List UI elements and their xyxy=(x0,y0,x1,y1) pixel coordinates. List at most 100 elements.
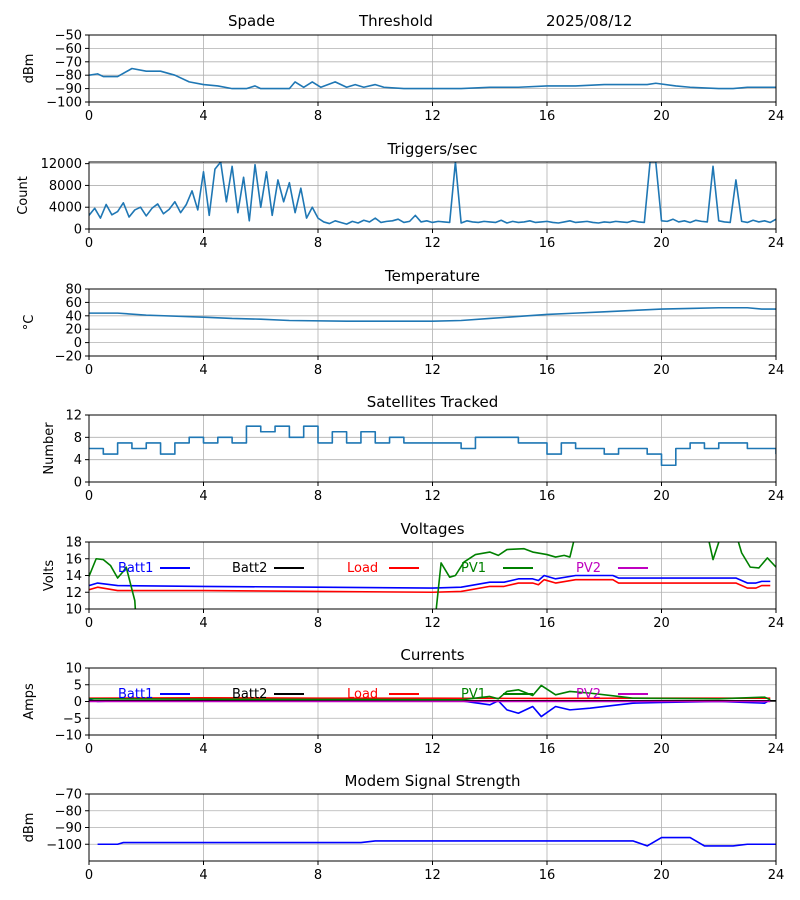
series-line-temperature xyxy=(89,306,776,322)
x-tick-label: 8 xyxy=(314,489,322,504)
x-tick-label: 24 xyxy=(768,742,785,757)
subplot-title: Temperature xyxy=(384,267,480,285)
series-group xyxy=(89,425,776,467)
x-tick-label: 24 xyxy=(768,109,785,124)
x-tick-label: 4 xyxy=(199,616,207,631)
y-tick-label: 10 xyxy=(65,662,82,677)
x-tick-label: 0 xyxy=(85,616,93,631)
y-axis-label: °C xyxy=(22,315,37,331)
y-tick-label: 12 xyxy=(65,409,82,424)
series-line-batt1 xyxy=(89,699,771,718)
y-tick-label: 5 xyxy=(74,678,82,693)
x-tick-label: 20 xyxy=(653,109,670,124)
subplot-6: 0 4 8 12 16 20 24 −70−80 −90 −100 Modem Signal Str… xyxy=(22,772,784,883)
x-tick-label: 4 xyxy=(199,236,207,251)
x-tick-label: 24 xyxy=(768,616,785,631)
axes-frame xyxy=(88,161,777,230)
y-tick-label: −20 xyxy=(55,350,82,365)
y-tick-label: −100 xyxy=(46,838,82,853)
subplot-3: 0 4 8 12 16 20 24 12 8 4 0 Satellites Tracked Number xyxy=(42,393,784,504)
y-tick-label: 4 xyxy=(74,453,82,468)
x-tick-label: 8 xyxy=(314,868,322,883)
x-tick-label: 4 xyxy=(199,489,207,504)
x-tick-label: 16 xyxy=(539,109,556,124)
series-line-modem xyxy=(97,836,776,847)
y-tick-label: 20 xyxy=(65,323,82,338)
y-tick-label: 8000 xyxy=(49,179,82,194)
x-tick-label: 20 xyxy=(653,489,670,504)
series-group xyxy=(89,162,776,225)
axes-frame xyxy=(88,793,777,862)
series-group xyxy=(89,542,776,609)
y-tick-label: 40 xyxy=(65,309,82,324)
y-tick-label: −60 xyxy=(55,42,82,57)
y-axis-label: dBm xyxy=(22,54,37,84)
y-tick-label: 12 xyxy=(65,586,82,601)
x-tick-label: 8 xyxy=(314,742,322,757)
series-group xyxy=(89,306,776,322)
y-tick-label: 16 xyxy=(65,552,82,567)
series-group xyxy=(97,836,776,847)
x-tick-label: 12 xyxy=(424,236,441,251)
y-tick-label: 0 xyxy=(74,336,82,351)
y-tick-label: 0 xyxy=(74,223,82,238)
y-tick-label: 10 xyxy=(65,603,82,618)
y-tick-label: 0 xyxy=(74,476,82,491)
header-station: Spade xyxy=(228,12,275,30)
x-tick-label: 16 xyxy=(539,363,556,378)
x-tick-label: 0 xyxy=(85,742,93,757)
subplot-0: 0 4 8 12 16 20 24 −50−60−70−80−90−100 dBm xyxy=(22,29,784,125)
x-tick-label: 4 xyxy=(199,109,207,124)
y-tick-label: −100 xyxy=(46,96,82,111)
y-tick-label: −80 xyxy=(55,804,82,819)
x-tick-label: 8 xyxy=(314,109,322,124)
x-tick-label: 4 xyxy=(199,742,207,757)
x-tick-label: 24 xyxy=(768,363,785,378)
x-tick-label: 12 xyxy=(424,868,441,883)
y-tick-label: 12000 xyxy=(41,157,82,172)
legend-label-batt1: Batt1 xyxy=(118,687,153,702)
axes-frame xyxy=(88,414,777,483)
y-tick-label: −5 xyxy=(63,712,82,727)
y-tick-label: 8 xyxy=(74,431,82,446)
y-tick-label: 60 xyxy=(65,296,82,311)
legend-label-pv1: PV1 xyxy=(461,561,486,576)
y-tick-label: −50 xyxy=(55,29,82,44)
y-tick-label: 18 xyxy=(65,536,82,551)
y-tick-label: −70 xyxy=(55,55,82,70)
series-group xyxy=(89,67,776,90)
x-tick-label: 20 xyxy=(653,616,670,631)
header-date: 2025/08/12 xyxy=(546,12,633,30)
x-tick-label: 20 xyxy=(653,363,670,378)
x-tick-label: 8 xyxy=(314,616,322,631)
y-tick-label: 0 xyxy=(74,695,82,710)
axes-frame xyxy=(88,34,777,103)
y-axis-label: Number xyxy=(42,422,57,475)
x-tick-label: 16 xyxy=(539,489,556,504)
x-tick-label: 12 xyxy=(424,489,441,504)
x-tick-label: 16 xyxy=(539,742,556,757)
legend-label-load: Load xyxy=(347,687,378,702)
legend-label-pv1: PV1 xyxy=(461,687,486,702)
x-tick-label: 16 xyxy=(539,236,556,251)
y-axis-label: Amps xyxy=(22,683,37,720)
y-tick-label: −80 xyxy=(55,69,82,84)
y-tick-label: −90 xyxy=(55,821,82,836)
series-line-signal xyxy=(89,67,776,90)
series-line-pv1 xyxy=(89,542,776,609)
y-tick-label: 4000 xyxy=(49,201,82,216)
y-axis-label: dBm xyxy=(22,813,37,843)
series-line-load xyxy=(89,578,771,594)
series-line-batt1 xyxy=(89,574,771,589)
subplot-title: Modem Signal Strength xyxy=(345,772,521,790)
x-tick-label: 0 xyxy=(85,236,93,251)
x-tick-label: 8 xyxy=(314,236,322,251)
series-line-satellites xyxy=(89,425,776,467)
y-axis-label: Count xyxy=(16,176,31,215)
y-axis-label: Volts xyxy=(42,560,57,592)
series-line-pv1 xyxy=(89,684,771,701)
x-tick-label: 0 xyxy=(85,363,93,378)
